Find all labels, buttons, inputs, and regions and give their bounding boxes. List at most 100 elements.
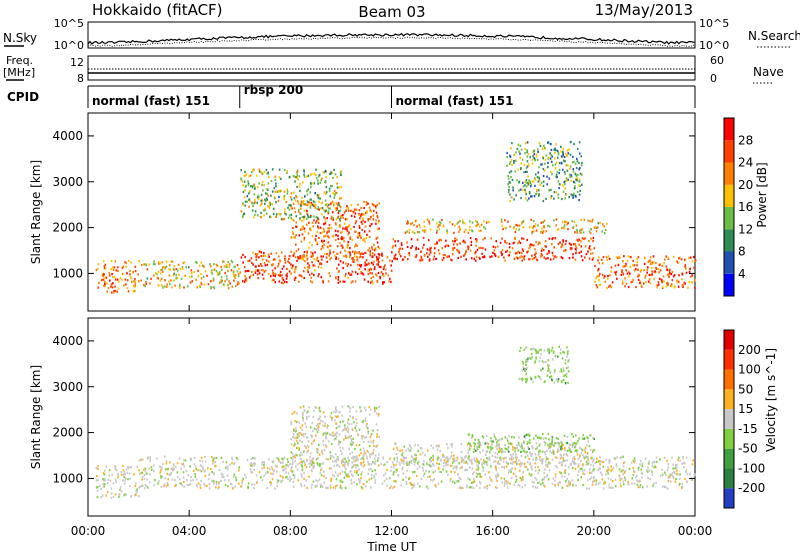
range-cell	[491, 480, 493, 483]
range-cell	[465, 460, 467, 463]
range-cell	[438, 220, 441, 224]
range-cell	[569, 176, 572, 179]
range-cell	[471, 434, 474, 437]
range-cell	[543, 485, 546, 488]
range-cell	[317, 225, 319, 228]
range-cell	[114, 278, 117, 281]
range-cell	[396, 456, 398, 459]
range-cell	[428, 470, 430, 473]
range-cell	[516, 444, 518, 447]
range-cell	[382, 281, 384, 284]
range-cell	[585, 460, 588, 463]
range-cell	[208, 473, 210, 477]
range-cell	[227, 287, 230, 290]
range-cell	[354, 447, 356, 451]
range-cell	[338, 186, 340, 189]
range-cell	[307, 270, 309, 274]
range-cell	[181, 484, 184, 487]
range-cell	[610, 478, 612, 481]
range-cell	[335, 426, 338, 430]
range-cell	[311, 172, 313, 176]
range-cell	[247, 259, 249, 263]
range-cell	[572, 256, 574, 259]
range-cell	[673, 286, 676, 289]
range-cell	[676, 464, 678, 467]
range-cell	[521, 486, 523, 489]
range-cell	[514, 480, 517, 484]
range-cell	[631, 482, 633, 485]
range-cell	[505, 480, 508, 483]
range-cell	[568, 358, 570, 361]
range-cell	[148, 467, 150, 470]
range-cell	[341, 487, 343, 490]
range-cell	[500, 220, 503, 223]
range-cell	[569, 153, 572, 156]
range-cell	[286, 272, 288, 275]
range-cell	[418, 223, 421, 227]
range-cell	[335, 257, 337, 260]
freq-label-line1: Freq.	[6, 54, 33, 67]
range-cell	[525, 181, 528, 184]
range-cell	[318, 194, 320, 197]
range-cell	[554, 473, 557, 476]
range-cell	[512, 457, 515, 460]
range-cell	[373, 243, 375, 247]
range-cell	[405, 449, 408, 452]
range-cell	[120, 473, 123, 476]
range-cell	[663, 262, 665, 265]
range-cell	[330, 486, 332, 489]
range-cell	[327, 203, 330, 207]
range-cell	[337, 457, 339, 460]
range-cell	[108, 469, 111, 472]
range-cell	[637, 268, 639, 271]
range-cell	[255, 174, 258, 177]
range-cell	[124, 278, 127, 281]
range-cell	[310, 276, 312, 279]
range-cell	[541, 247, 543, 250]
range-cell	[325, 176, 328, 179]
range-cell	[513, 257, 516, 260]
range-cell	[250, 257, 253, 260]
range-cell	[442, 254, 445, 257]
range-cell	[561, 461, 563, 464]
colorbar-segment	[724, 207, 734, 230]
range-cell	[559, 445, 562, 448]
range-cell	[453, 465, 456, 468]
range-cell	[521, 255, 524, 259]
range-cell	[580, 448, 583, 451]
range-cell	[303, 238, 306, 241]
range-cell	[563, 155, 566, 159]
range-cell	[677, 261, 680, 264]
range-cell	[97, 468, 99, 471]
range-cell	[327, 241, 330, 244]
range-cell	[337, 230, 339, 233]
range-cell	[473, 257, 476, 260]
range-cell	[367, 430, 369, 433]
range-cell	[651, 262, 653, 265]
range-cell	[531, 243, 533, 247]
range-cell	[474, 252, 476, 255]
range-cell	[541, 254, 543, 257]
range-cell	[477, 473, 479, 476]
range-cell	[547, 347, 549, 350]
range-cell	[444, 245, 447, 248]
range-cell	[340, 237, 343, 240]
range-cell	[489, 255, 491, 259]
range-cell	[254, 253, 257, 256]
range-cell	[160, 476, 162, 479]
range-cell	[295, 196, 298, 199]
range-cell	[538, 360, 541, 363]
range-cell	[281, 457, 284, 460]
range-cell	[533, 244, 535, 247]
range-cell	[528, 191, 531, 194]
range-cell	[562, 350, 564, 353]
range-cell	[138, 280, 140, 283]
range-cell	[406, 469, 408, 472]
range-cell	[266, 198, 268, 201]
range-cell	[538, 376, 541, 379]
range-cell	[547, 478, 550, 481]
range-cell	[293, 251, 296, 255]
range-cell	[347, 418, 350, 421]
range-cell	[354, 426, 356, 430]
range-cell	[486, 435, 488, 438]
